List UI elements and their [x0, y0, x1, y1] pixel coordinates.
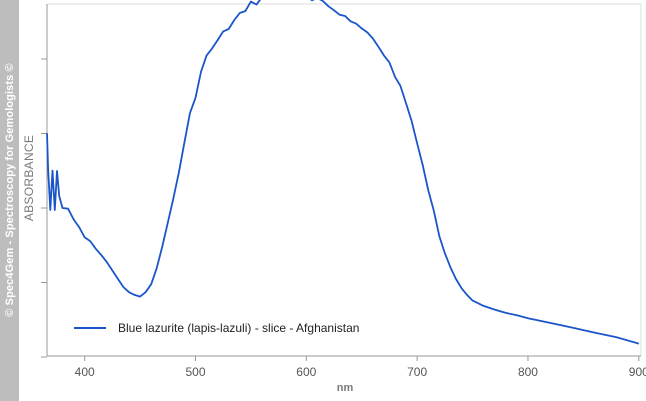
chart-ticks: 400 500 600 700 800 900 — [41, 58, 646, 379]
legend-label: Blue lazurite (lapis-lazuli) - slice - A… — [118, 321, 359, 335]
chart-legend: Blue lazurite (lapis-lazuli) - slice - A… — [74, 321, 359, 335]
chart-series — [46, 0, 640, 345]
x-axis-label: nm — [336, 382, 354, 394]
x-tick-label: 500 — [185, 365, 205, 379]
chart-axes — [46, 3, 642, 357]
watermark-sidebar: © Spec4Gem - Spectroscopy for Gemologist… — [0, 0, 19, 401]
x-tick-label: 700 — [407, 365, 427, 379]
series-line — [46, 0, 640, 345]
x-tick-label: 600 — [296, 365, 316, 379]
plot-frame — [47, 3, 642, 356]
x-tick-label: 800 — [518, 365, 538, 379]
x-tick-label: 900 — [629, 365, 646, 379]
x-tick-label: 400 — [75, 365, 95, 379]
